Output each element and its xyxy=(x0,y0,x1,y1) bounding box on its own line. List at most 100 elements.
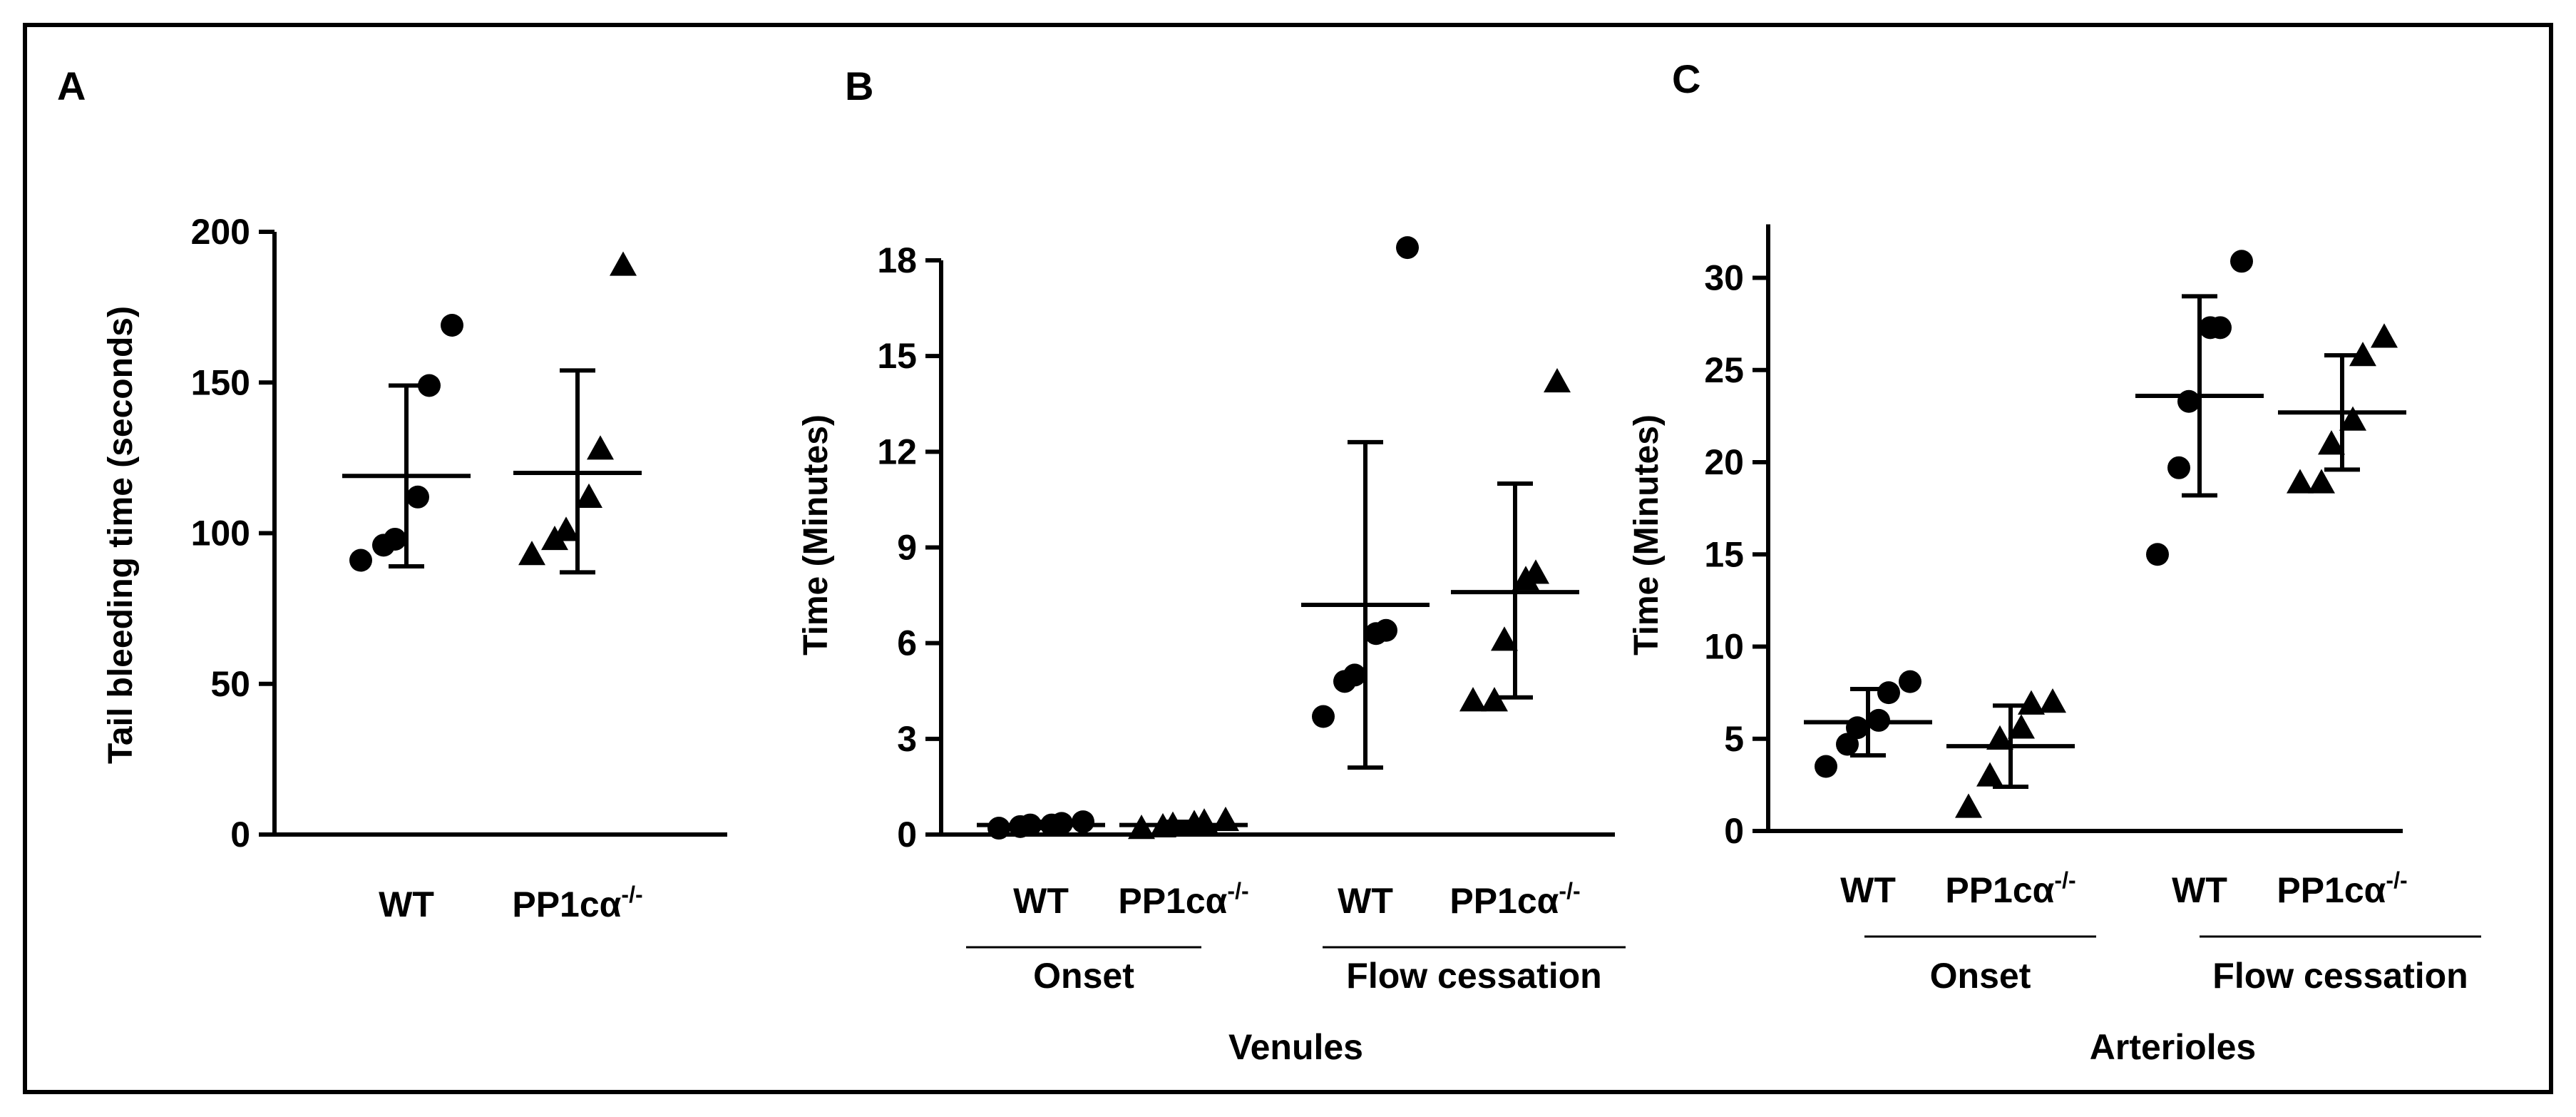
y-tick-label: 12 xyxy=(877,432,917,471)
data-point-triangle xyxy=(1212,806,1239,832)
y-tick-label: 9 xyxy=(897,528,917,568)
category-label-text: WT xyxy=(379,884,434,924)
category-label: WT xyxy=(1013,881,1069,921)
data-point-triangle xyxy=(587,435,614,460)
category-label: PP1cα-/- xyxy=(512,882,642,924)
data-point-triangle xyxy=(1522,559,1549,584)
data-point-triangle xyxy=(1544,367,1571,393)
category-label-text: WT xyxy=(1013,881,1069,921)
y-tick-label: 50 xyxy=(210,664,250,704)
subgroup-label: Flow cessation xyxy=(2212,956,2468,996)
y-tick-label: 100 xyxy=(191,514,250,554)
data-point-circle xyxy=(2230,250,2253,273)
y-tick-label: 15 xyxy=(877,336,917,376)
subgroup-label: Onset xyxy=(1930,956,2031,996)
category-label: WT xyxy=(379,884,434,924)
data-point-triangle xyxy=(2018,690,2045,715)
data-point-triangle xyxy=(2318,430,2345,455)
panel-letter: C xyxy=(1672,56,1700,101)
y-tick-label: 3 xyxy=(897,719,917,759)
data-point-circle xyxy=(1836,733,1859,756)
category-label-text: PP1cα xyxy=(1945,870,2054,910)
group-0: WT xyxy=(977,810,1105,921)
category-label-text: WT xyxy=(1840,870,1896,910)
group-label: Arterioles xyxy=(2090,1027,2256,1067)
data-point-circle xyxy=(1343,663,1366,687)
category-label-text: WT xyxy=(1338,881,1393,921)
panel-letter: B xyxy=(845,63,873,108)
y-axis-title: Time (Minutes) xyxy=(797,414,835,656)
category-label-text: PP1cα xyxy=(1118,881,1227,921)
data-point-circle xyxy=(2146,543,2169,566)
group-2: WT xyxy=(2135,250,2264,910)
data-point-triangle xyxy=(1986,725,2013,750)
data-point-circle xyxy=(406,485,429,509)
data-point-triangle xyxy=(2008,714,2035,739)
y-tick-label: 150 xyxy=(191,362,250,402)
y-tick-label: 30 xyxy=(1704,258,1744,298)
category-label-superscript: -/- xyxy=(621,882,642,907)
category-label: PP1cα-/- xyxy=(2277,867,2407,910)
data-point-circle xyxy=(1877,681,1900,705)
data-point-circle xyxy=(1815,755,1837,778)
y-axis-title: Time (Minutes) xyxy=(1628,414,1666,656)
data-point-circle xyxy=(1312,705,1335,728)
data-point-triangle xyxy=(1976,762,2003,787)
category-label: WT xyxy=(2172,870,2227,910)
category-label-superscript: -/- xyxy=(2054,867,2075,893)
category-label-text: PP1cα xyxy=(1449,881,1559,921)
data-point-triangle xyxy=(2039,688,2066,713)
group-3: PP1cα-/- xyxy=(1449,367,1581,921)
y-tick-label: 10 xyxy=(1704,627,1744,667)
group-0: WT xyxy=(342,313,471,924)
category-label: WT xyxy=(1338,881,1393,921)
y-tick-label: 0 xyxy=(1724,811,1744,851)
group-0: WT xyxy=(1804,670,1932,910)
data-point-triangle xyxy=(1481,687,1508,712)
category-label: WT xyxy=(1840,870,1896,910)
group-3: PP1cα-/- xyxy=(2277,323,2408,910)
category-label-text: WT xyxy=(2172,870,2227,910)
y-tick-label: 15 xyxy=(1704,534,1744,574)
data-point-triangle xyxy=(2308,469,2335,494)
data-point-triangle xyxy=(610,251,637,276)
subgroup-label: Onset xyxy=(1033,956,1134,996)
category-label-superscript: -/- xyxy=(1227,878,1248,904)
category-label-text: PP1cα xyxy=(2277,870,2386,910)
data-point-triangle xyxy=(2339,406,2366,431)
category-label-superscript: -/- xyxy=(1559,878,1580,904)
y-tick-label: 18 xyxy=(877,240,917,280)
data-point-circle xyxy=(1375,618,1397,642)
data-point-triangle xyxy=(2371,323,2398,348)
y-tick-label: 200 xyxy=(191,212,250,252)
data-point-circle xyxy=(1846,716,1869,740)
data-point-circle xyxy=(2209,316,2232,340)
data-point-circle xyxy=(1396,236,1419,260)
y-tick-label: 0 xyxy=(230,815,250,855)
panel-a: A 0 50 100 150 200 Tail bleeding time (seconds… xyxy=(57,63,727,924)
data-point-triangle xyxy=(1459,687,1487,712)
category-label: PP1cα-/- xyxy=(1118,878,1248,921)
data-point-triangle xyxy=(553,516,580,541)
category-label-superscript: -/- xyxy=(2386,867,2407,893)
data-point-circle xyxy=(384,527,406,551)
group-2: WT xyxy=(1301,236,1430,921)
group-label: Venules xyxy=(1228,1027,1363,1067)
y-tick-label: 25 xyxy=(1704,350,1744,390)
y-tick-label: 5 xyxy=(1724,719,1744,759)
data-point-triangle xyxy=(575,483,602,508)
y-axis-title: Tail bleeding time (seconds) xyxy=(102,306,140,764)
data-point-circle xyxy=(349,549,372,572)
y-tick-label: 6 xyxy=(897,623,917,663)
data-point-circle xyxy=(1899,670,1921,693)
subgroup-label: Flow cessation xyxy=(1346,956,1601,996)
data-point-circle xyxy=(441,313,463,337)
data-point-circle xyxy=(2177,389,2200,413)
data-point-circle xyxy=(418,374,441,397)
y-tick-label: 20 xyxy=(1704,442,1744,482)
figure-border xyxy=(23,23,2553,1094)
